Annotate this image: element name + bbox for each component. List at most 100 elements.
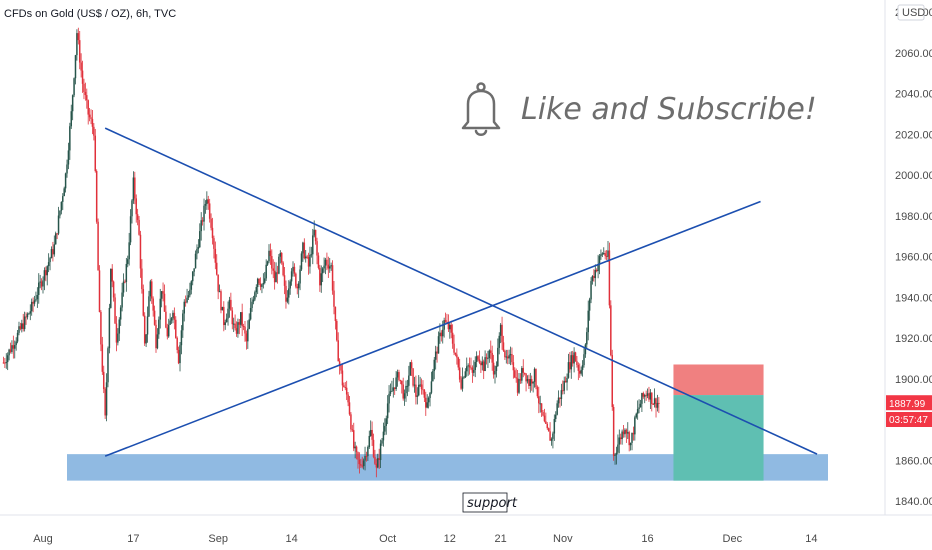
candle <box>87 99 89 125</box>
candle <box>625 428 628 443</box>
candle <box>371 421 373 446</box>
candle <box>460 376 462 391</box>
candle <box>158 316 160 339</box>
candle <box>269 243 272 265</box>
candle <box>401 380 403 394</box>
candle <box>237 318 239 338</box>
candle <box>618 429 621 454</box>
candle <box>457 356 460 371</box>
candle <box>238 318 241 335</box>
candle <box>326 252 328 271</box>
candle <box>210 213 212 231</box>
candle <box>475 351 478 368</box>
candle <box>508 349 510 365</box>
candle <box>100 310 102 352</box>
candle <box>278 254 280 275</box>
candle <box>427 396 430 409</box>
candle <box>70 104 72 129</box>
candles-layer <box>2 27 660 478</box>
candle <box>471 365 474 383</box>
x-tick-label: 16 <box>641 533 653 545</box>
candle <box>83 78 85 100</box>
candle <box>487 350 489 369</box>
candle <box>372 433 375 459</box>
promo-text: Like and Subscribe! <box>521 92 817 127</box>
candle <box>538 386 540 414</box>
price-axis[interactable]: 1840.001860.001880.001900.001920.001940.… <box>895 7 932 508</box>
candle <box>512 355 515 379</box>
candle <box>425 391 427 416</box>
stop-loss-zone[interactable] <box>673 364 764 396</box>
candle <box>15 337 17 351</box>
descending-trendline[interactable] <box>104 127 818 455</box>
candle <box>443 317 445 338</box>
candle <box>215 254 218 276</box>
candle <box>155 319 157 353</box>
candle <box>163 284 166 312</box>
candle <box>33 295 36 307</box>
candle <box>56 233 58 240</box>
ascending-trendline[interactable] <box>104 200 761 457</box>
candle <box>35 291 37 302</box>
candle <box>591 275 594 285</box>
candle <box>71 94 74 121</box>
position-tool-layer[interactable] <box>673 364 764 481</box>
candle <box>396 369 399 387</box>
candle <box>624 428 626 438</box>
candle <box>121 282 123 312</box>
candle <box>554 411 557 423</box>
candle <box>579 363 581 378</box>
candle <box>515 368 517 383</box>
candle <box>93 123 95 141</box>
candle <box>173 307 176 330</box>
candle <box>385 415 387 435</box>
y-tick-label: 1980.00 <box>895 211 932 223</box>
y-tick-label: 1860.00 <box>895 455 932 467</box>
candle <box>131 199 133 224</box>
candle <box>225 313 228 323</box>
candle <box>497 338 499 367</box>
last-price-text: 1887.99 <box>889 399 926 410</box>
candle <box>256 277 259 295</box>
candle <box>545 412 547 424</box>
candle <box>481 356 484 371</box>
candle <box>571 350 574 367</box>
candle <box>288 280 290 305</box>
trendlines-layer[interactable] <box>104 127 818 457</box>
candle <box>653 388 656 408</box>
candle <box>610 300 612 357</box>
candle <box>84 82 87 101</box>
candle <box>285 280 287 309</box>
candle <box>142 284 145 317</box>
candle <box>509 346 512 366</box>
candle <box>405 380 407 402</box>
currency-box[interactable] <box>897 4 925 21</box>
candle <box>95 169 98 224</box>
candle <box>97 218 99 271</box>
candle <box>141 259 143 294</box>
x-tick-label: Sep <box>208 533 228 545</box>
candle <box>430 371 433 395</box>
candle <box>416 387 419 405</box>
candle <box>247 320 249 349</box>
candle <box>384 418 386 436</box>
candle <box>118 317 121 342</box>
candle <box>316 237 318 265</box>
candle <box>30 298 33 316</box>
time-axis[interactable]: Aug 17 Sep 14 Oct 12 21 Nov 16 Dec 14 <box>33 533 817 545</box>
candle <box>631 432 633 451</box>
candle <box>482 359 485 380</box>
candle <box>549 422 551 441</box>
candle <box>73 77 75 98</box>
candle <box>353 422 355 452</box>
candle <box>117 328 119 346</box>
take-profit-zone[interactable] <box>673 395 764 481</box>
x-tick-label: Aug <box>33 533 53 545</box>
candle <box>593 269 595 282</box>
candle <box>289 279 291 295</box>
candle <box>134 171 136 205</box>
candle <box>522 359 524 378</box>
candle <box>272 259 274 279</box>
